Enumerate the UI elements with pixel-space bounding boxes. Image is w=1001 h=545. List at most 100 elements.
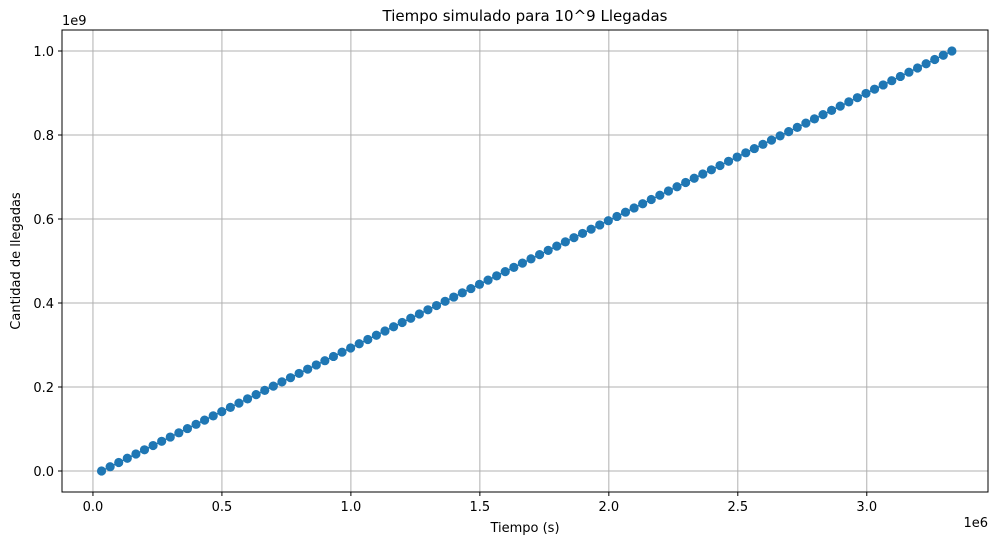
data-point — [526, 254, 536, 264]
plot-frame — [61, 29, 989, 493]
data-point — [930, 54, 940, 65]
data-point — [294, 368, 304, 379]
y-axis-multiplier: 1e9 — [62, 14, 87, 29]
data-point — [346, 343, 356, 353]
data-point — [217, 407, 227, 417]
y-tick-label: 0.8 — [33, 129, 54, 144]
data-point — [440, 296, 450, 306]
data-point — [251, 390, 261, 400]
y-tick-label: 0.4 — [33, 297, 54, 312]
data-point — [363, 334, 373, 345]
data-point — [775, 131, 785, 141]
data-point — [131, 449, 141, 459]
data-point — [492, 271, 502, 281]
data-point — [414, 309, 424, 319]
x-tick-label: 2.5 — [727, 500, 748, 515]
data-point — [242, 394, 253, 404]
data-point — [260, 385, 270, 395]
grid — [62, 30, 988, 492]
data-point — [801, 118, 811, 128]
data-point — [844, 97, 854, 107]
x-tick-label: 1.0 — [341, 500, 362, 515]
x-tick-label: 0.0 — [83, 500, 104, 515]
data-point — [96, 466, 107, 476]
data-point — [603, 216, 613, 226]
data-point — [371, 330, 381, 340]
data-point — [311, 360, 321, 370]
data-point — [732, 152, 742, 162]
data-point — [303, 364, 313, 374]
x-tick-label: 1.5 — [470, 500, 491, 515]
data-point — [148, 440, 158, 451]
data-point — [638, 199, 648, 209]
data-point — [741, 148, 751, 158]
data-point — [620, 207, 631, 217]
data-point — [809, 114, 820, 124]
data-point — [449, 292, 459, 302]
data-point — [200, 415, 210, 425]
data-point — [921, 59, 931, 69]
data-point — [397, 317, 407, 328]
data-point — [105, 462, 115, 472]
data-point — [157, 436, 167, 446]
data-point — [320, 356, 330, 366]
data-point — [560, 237, 570, 247]
data-point — [457, 288, 467, 298]
data-point — [895, 71, 905, 82]
data-point — [792, 122, 802, 132]
data-point — [646, 194, 656, 205]
x-tick-label: 2.0 — [598, 500, 619, 515]
y-axis-label: Cantidad de llegadas — [9, 192, 24, 330]
data-point — [947, 46, 957, 56]
data-point — [268, 381, 278, 391]
data-point — [535, 250, 545, 260]
data-point — [698, 169, 708, 179]
data-point — [878, 80, 888, 90]
data-point — [577, 228, 588, 239]
data-point — [182, 423, 193, 434]
data-point — [509, 262, 519, 272]
data-point — [723, 156, 734, 166]
y-tick-label: 0.6 — [33, 213, 54, 228]
y-axis-ticks: 0.0 0.2 0.4 0.6 0.8 1.0 — [33, 45, 62, 480]
data-point — [869, 84, 880, 94]
data-point — [715, 160, 725, 171]
data-point — [285, 373, 296, 383]
data-point — [827, 105, 837, 115]
data-point — [595, 220, 605, 230]
chart-title: Tiempo simulado para 10^9 Llegadas — [382, 7, 668, 25]
data-point — [225, 402, 235, 412]
data-point — [766, 135, 777, 145]
data-point — [749, 143, 759, 154]
data-point — [663, 186, 674, 196]
data-point — [938, 50, 948, 60]
x-axis-ticks: 0.0 0.5 1.0 1.5 2.0 2.5 3.0 — [83, 492, 877, 515]
x-axis-multiplier: 1e6 — [963, 516, 988, 531]
data-point — [191, 419, 201, 429]
data-point — [655, 190, 665, 200]
x-axis-label: Tiempo (s) — [489, 521, 559, 536]
data-point — [208, 411, 218, 421]
data-point — [904, 67, 914, 77]
data-point — [912, 63, 923, 73]
data-point — [483, 275, 493, 285]
data-point — [354, 339, 364, 349]
data-point — [681, 177, 691, 188]
data-point — [569, 233, 579, 243]
data-point — [852, 93, 863, 103]
data-point — [139, 445, 150, 455]
data-series — [96, 46, 957, 476]
data-point — [689, 173, 699, 183]
data-point — [122, 453, 132, 463]
data-point — [388, 322, 399, 332]
x-tick-label: 0.5 — [212, 500, 233, 515]
data-point — [758, 139, 768, 149]
data-point — [474, 279, 485, 289]
data-point — [174, 428, 184, 438]
data-point — [672, 182, 682, 192]
data-point — [629, 203, 639, 213]
data-point — [165, 432, 175, 442]
data-point — [380, 326, 390, 336]
